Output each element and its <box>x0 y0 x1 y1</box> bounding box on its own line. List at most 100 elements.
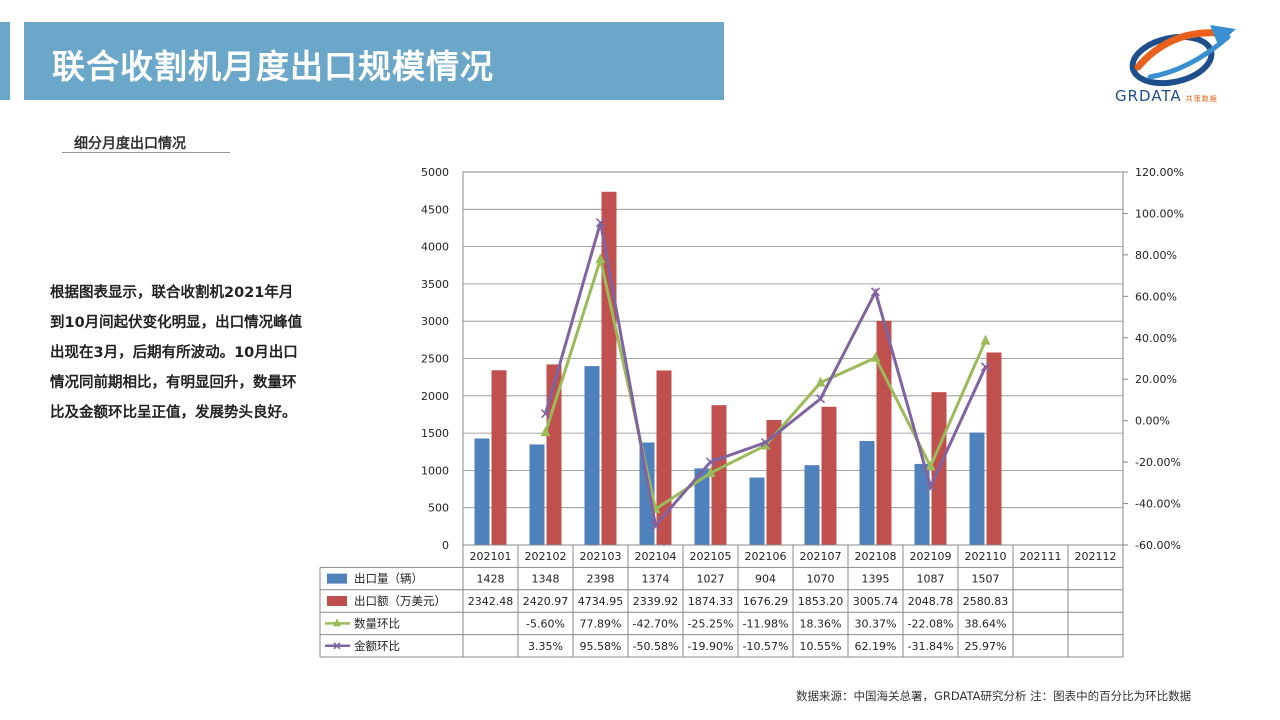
table-value-cell: 18.36% <box>800 617 842 630</box>
marker-amount-mom <box>980 362 991 372</box>
bar-export-quantity <box>694 468 710 545</box>
grdata-logo <box>1129 25 1236 87</box>
bar-export-amount <box>766 419 782 545</box>
table-value-cell: -50.58% <box>633 640 679 653</box>
right-axis-tick-label: 0.00% <box>1135 415 1170 428</box>
category-label: 202111 <box>1020 550 1062 563</box>
table-value-cell: 3005.74 <box>853 595 899 608</box>
table-value-cell: 1507 <box>972 573 1000 586</box>
table-value-cell: 1087 <box>917 573 945 586</box>
table-value-cell: -11.98% <box>743 617 789 630</box>
bar-export-amount <box>986 352 1002 545</box>
table-value-cell: 2580.83 <box>963 595 1009 608</box>
legend-series-name: 出口量（辆） <box>354 572 423 586</box>
marker-quantity-mom <box>980 334 991 345</box>
marker-amount-mom <box>540 409 551 419</box>
right-axis-tick-label: -20.00% <box>1135 456 1181 469</box>
legend-series-name: 出口额（万美元） <box>354 594 446 608</box>
table-value-cell: 30.37% <box>855 617 897 630</box>
logo-tagline: 共策数据 <box>1185 95 1218 103</box>
logo-name: GRDATA <box>1115 87 1182 105</box>
category-label: 202103 <box>580 550 622 563</box>
table-value-cell: 77.89% <box>580 617 622 630</box>
table-value-cell: 38.64% <box>965 617 1007 630</box>
marker-amount-mom <box>595 218 606 228</box>
table-value-cell: -42.70% <box>633 617 679 630</box>
right-axis-tick-label: -40.00% <box>1135 498 1181 511</box>
legend-key-bar <box>327 573 347 584</box>
left-axis-tick-label: 500 <box>428 502 449 515</box>
table-value-cell: -10.57% <box>743 640 789 653</box>
category-label: 202106 <box>745 550 787 563</box>
right-axis-tick-label: 80.00% <box>1135 249 1177 262</box>
data-source-note: 数据来源：中国海关总署，GRDATA研究分析 注：图表中的百分比为环比数据 <box>796 689 1192 703</box>
table-value-cell: 904 <box>755 573 776 586</box>
table-value-cell: 10.55% <box>800 640 842 653</box>
legend-key-marker <box>333 618 341 627</box>
bar-export-quantity <box>474 438 490 545</box>
chart-description: 根据图表显示，联合收割机2021年月 到10月间起伏变化明显，出口情况峰值 出现… <box>50 285 303 421</box>
marker-amount-mom <box>760 438 771 448</box>
category-label: 202108 <box>855 550 897 563</box>
subtitle-underline <box>62 152 230 153</box>
table-value-cell: -25.25% <box>688 617 734 630</box>
right-axis-tick-label: 60.00% <box>1135 290 1177 303</box>
category-label: 202101 <box>470 550 512 563</box>
legend-series-name: 数量环比 <box>354 616 400 630</box>
left-axis-tick-label: 2000 <box>421 390 449 403</box>
bar-export-amount <box>491 370 507 545</box>
marker-quantity-mom <box>595 253 606 264</box>
page-title: 联合收割机月度出口规模情况 <box>52 47 494 86</box>
left-axis-tick-label: 3500 <box>421 278 449 291</box>
marker-quantity-mom <box>925 460 936 471</box>
table-value-cell: -5.60% <box>526 617 565 630</box>
marker-amount-mom <box>925 482 936 492</box>
table-value-cell: 1874.33 <box>688 595 734 608</box>
table-value-cell: 2398 <box>587 573 615 586</box>
table-value-cell: -19.90% <box>688 640 734 653</box>
table-value-cell: 1027 <box>697 573 725 586</box>
bar-export-quantity <box>584 366 600 545</box>
table-value-cell: 2420.97 <box>523 595 569 608</box>
marker-amount-mom <box>650 520 661 531</box>
category-label: 202112 <box>1075 550 1117 563</box>
category-label: 202102 <box>525 550 567 563</box>
table-value-cell: 1428 <box>477 573 505 586</box>
legend-series-name: 金额环比 <box>354 639 400 653</box>
bar-export-quantity <box>969 432 985 545</box>
section-subtitle: 细分月度出口情况 <box>74 136 186 152</box>
bar-export-amount <box>711 405 727 545</box>
table-value-cell: 3.35% <box>528 640 563 653</box>
marker-quantity-mom <box>815 376 826 387</box>
table-value-cell: 62.19% <box>855 640 897 653</box>
right-axis-tick-label: -60.00% <box>1135 539 1181 552</box>
bar-export-quantity <box>859 440 875 545</box>
marker-quantity-mom <box>705 466 716 477</box>
table-value-cell: 95.58% <box>580 640 622 653</box>
bar-export-amount <box>546 364 562 545</box>
left-axis-tick-label: 1500 <box>421 427 449 440</box>
left-accent-bar <box>0 22 10 100</box>
bar-export-amount <box>656 370 672 545</box>
left-axis-tick-label: 5000 <box>421 166 449 179</box>
bar-export-quantity <box>749 477 765 545</box>
table-value-cell: 25.97% <box>965 640 1007 653</box>
marker-quantity-mom <box>540 426 551 437</box>
title-banner: 联合收割机月度出口规模情况 <box>24 22 724 100</box>
table-value-cell: 2048.78 <box>908 595 954 608</box>
category-label: 202105 <box>690 550 732 563</box>
table-value-cell: -31.84% <box>908 640 954 653</box>
bar-export-amount <box>876 320 892 545</box>
bar-export-quantity <box>529 444 545 545</box>
table-value-cell: 1374 <box>642 573 670 586</box>
legend-key-marker <box>333 642 341 650</box>
table-value-cell: 2339.92 <box>633 595 679 608</box>
left-axis-tick-label: 1000 <box>421 464 449 477</box>
bar-export-quantity <box>639 442 655 545</box>
category-label: 202107 <box>800 550 842 563</box>
bar-export-amount <box>821 406 837 545</box>
marker-quantity-mom <box>870 351 881 362</box>
marker-amount-mom <box>815 394 826 404</box>
table-value-cell: 1395 <box>862 573 890 586</box>
